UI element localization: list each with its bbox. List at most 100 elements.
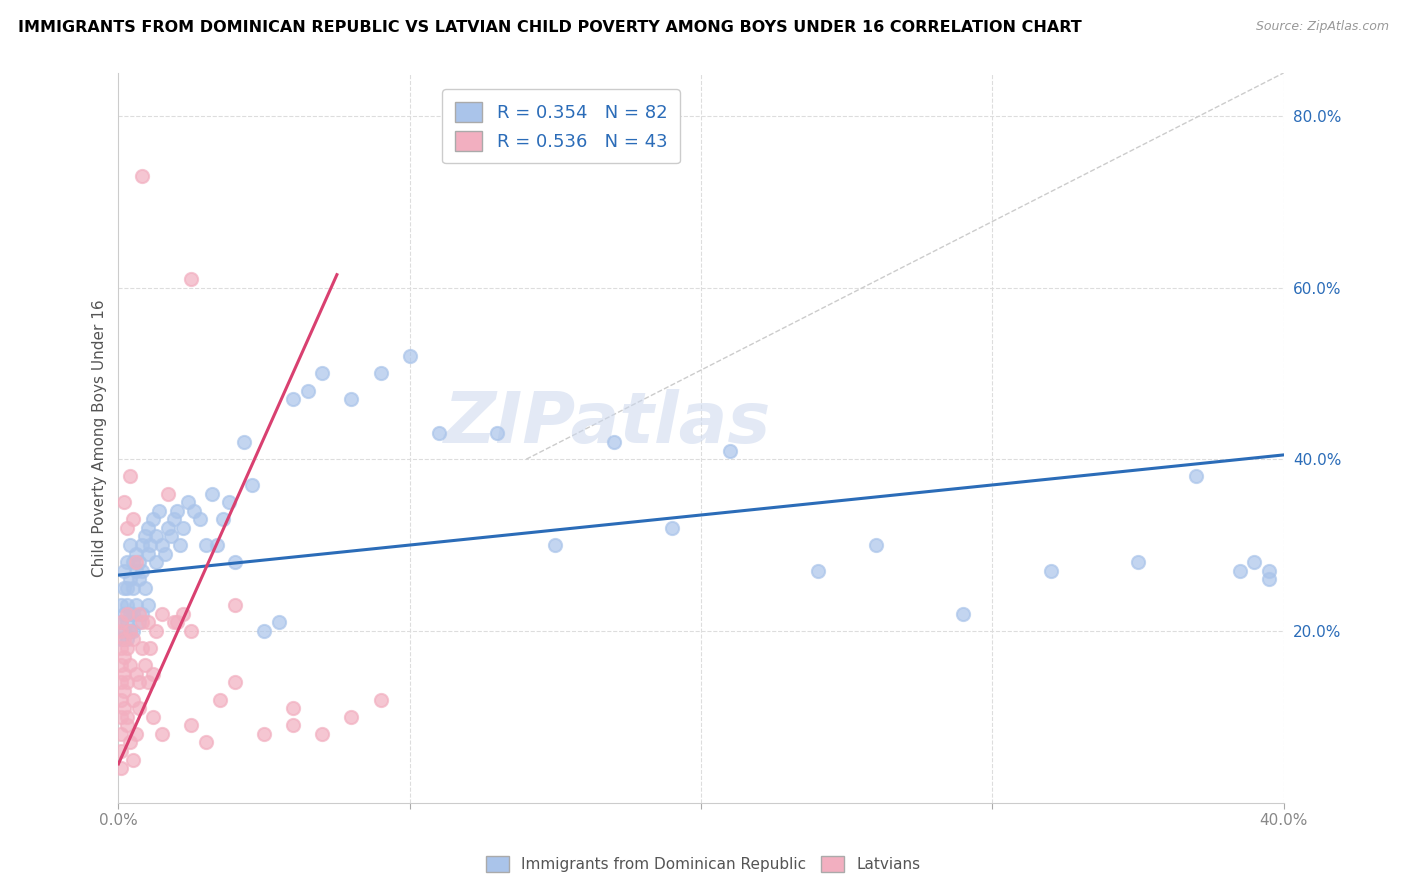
Point	[112, 607, 135, 621]
Point	[134, 658, 156, 673]
Point	[283, 701, 305, 715]
Point	[218, 495, 240, 509]
Point	[128, 573, 150, 587]
Point	[115, 615, 138, 630]
Point	[110, 632, 132, 647]
Point	[1039, 564, 1062, 578]
Point	[169, 538, 191, 552]
Point	[145, 529, 167, 543]
Point	[110, 598, 132, 612]
Point	[865, 538, 887, 552]
Point	[115, 521, 138, 535]
Point	[544, 538, 567, 552]
Point	[128, 615, 150, 630]
Point	[232, 435, 254, 450]
Point	[125, 598, 148, 612]
Point	[120, 624, 142, 638]
Point	[112, 649, 135, 664]
Point	[142, 709, 165, 723]
Point	[172, 521, 194, 535]
Point	[110, 624, 132, 638]
Point	[125, 564, 148, 578]
Point	[172, 607, 194, 621]
Point	[180, 718, 202, 732]
Point	[224, 675, 246, 690]
Point	[1185, 469, 1208, 483]
Point	[112, 701, 135, 715]
Point	[122, 624, 145, 638]
Point	[163, 615, 186, 630]
Point	[283, 392, 305, 406]
Text: ZIPatlas: ZIPatlas	[444, 389, 772, 458]
Point	[253, 624, 276, 638]
Point	[120, 607, 142, 621]
Point	[166, 504, 188, 518]
Point	[1258, 564, 1281, 578]
Point	[110, 727, 132, 741]
Point	[122, 555, 145, 569]
Point	[139, 538, 162, 552]
Point	[120, 624, 142, 638]
Point	[122, 692, 145, 706]
Point	[150, 538, 173, 552]
Point	[131, 564, 153, 578]
Point	[311, 367, 333, 381]
Point	[163, 512, 186, 526]
Point	[145, 624, 167, 638]
Point	[122, 512, 145, 526]
Point	[150, 607, 173, 621]
Point	[142, 512, 165, 526]
Point	[120, 573, 142, 587]
Point	[166, 615, 188, 630]
Point	[718, 443, 741, 458]
Point	[115, 675, 138, 690]
Point	[131, 615, 153, 630]
Point	[340, 392, 363, 406]
Point	[110, 615, 132, 630]
Point	[142, 666, 165, 681]
Point	[134, 529, 156, 543]
Point	[183, 504, 205, 518]
Point	[370, 692, 392, 706]
Point	[115, 632, 138, 647]
Point	[122, 632, 145, 647]
Point	[112, 684, 135, 698]
Point	[110, 744, 132, 758]
Point	[131, 607, 153, 621]
Point	[150, 727, 173, 741]
Point	[242, 478, 264, 492]
Point	[115, 581, 138, 595]
Point	[112, 495, 135, 509]
Point	[145, 555, 167, 569]
Point	[212, 512, 235, 526]
Point	[112, 632, 135, 647]
Point	[128, 701, 150, 715]
Point	[125, 666, 148, 681]
Point	[110, 692, 132, 706]
Point	[115, 555, 138, 569]
Point	[267, 615, 290, 630]
Point	[209, 692, 232, 706]
Point	[110, 640, 132, 655]
Point	[160, 529, 183, 543]
Point	[120, 469, 142, 483]
Point	[136, 521, 159, 535]
Point	[120, 735, 142, 749]
Point	[156, 486, 179, 500]
Point	[125, 727, 148, 741]
Point	[486, 426, 509, 441]
Point	[115, 607, 138, 621]
Point	[224, 598, 246, 612]
Point	[253, 727, 276, 741]
Point	[207, 538, 229, 552]
Point	[201, 486, 224, 500]
Point	[311, 727, 333, 741]
Point	[112, 624, 135, 638]
Point	[112, 564, 135, 578]
Point	[224, 555, 246, 569]
Point	[398, 349, 420, 363]
Point	[115, 640, 138, 655]
Point	[115, 709, 138, 723]
Point	[110, 709, 132, 723]
Point	[139, 640, 162, 655]
